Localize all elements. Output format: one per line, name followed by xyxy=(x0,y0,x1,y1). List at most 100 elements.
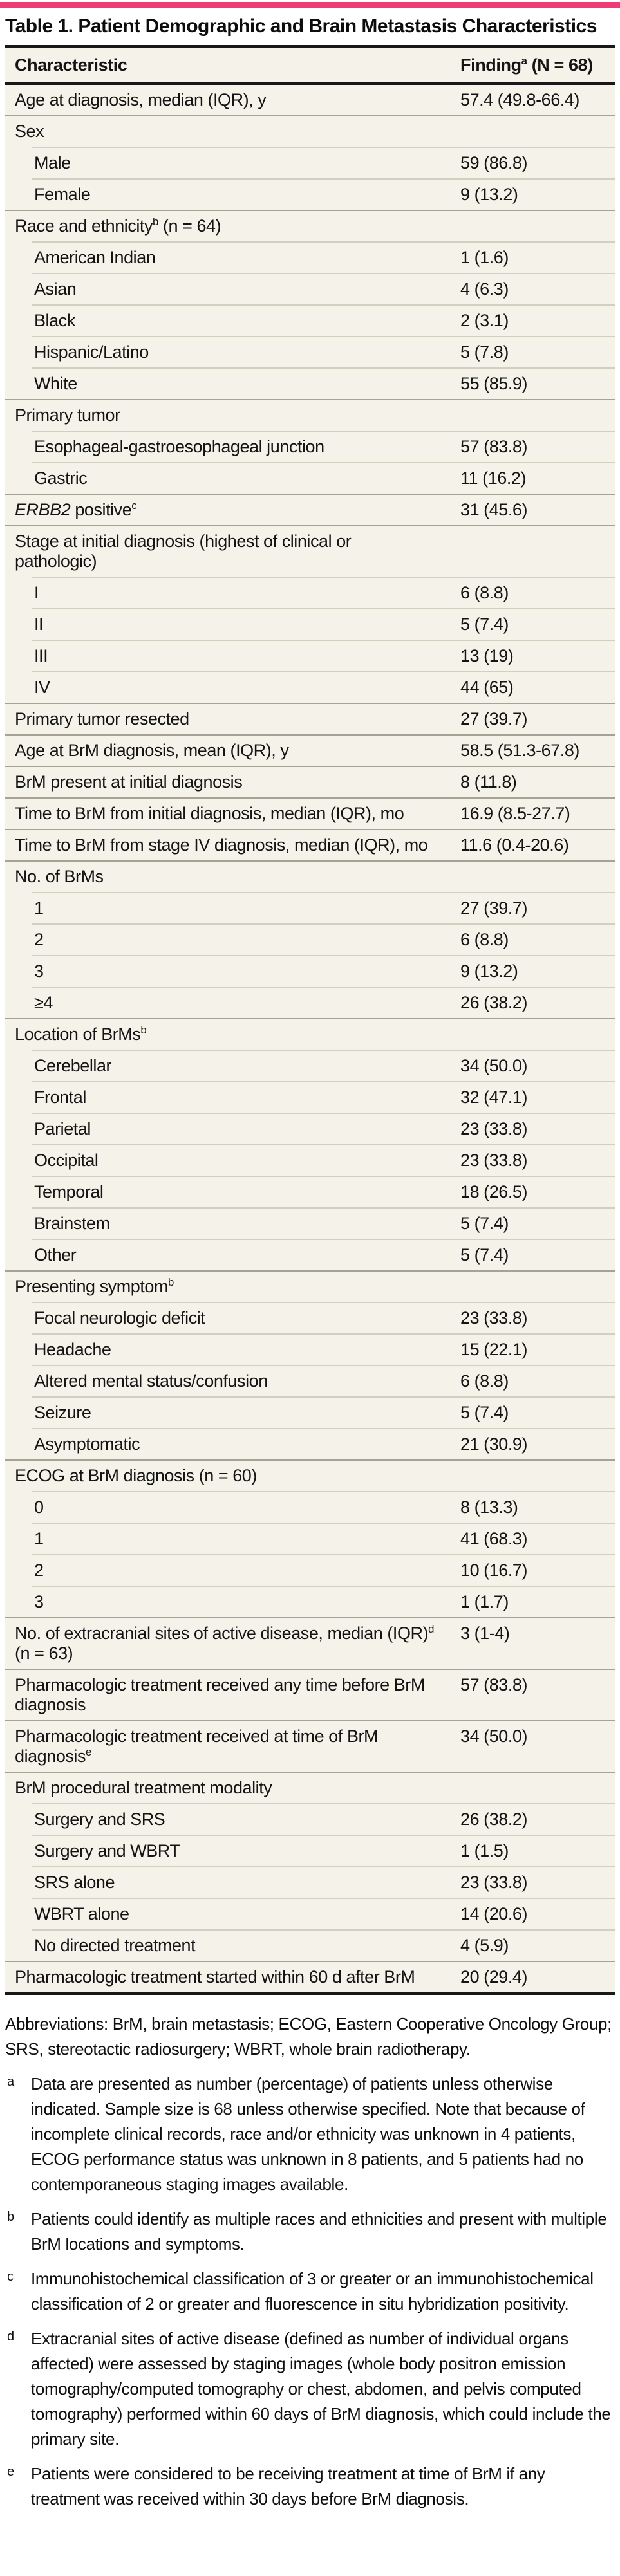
row-value: 4 (6.3) xyxy=(460,279,509,299)
row-label: II xyxy=(34,615,44,634)
table-row: Pharmacologic treatment received any tim… xyxy=(5,1670,615,1720)
footnote-item: e Patients were considered to be receivin… xyxy=(5,2461,615,2512)
table-row: I 6 (8.8) xyxy=(5,578,615,608)
footnote-item: b Patients could identify as multiple rac… xyxy=(5,2207,615,2257)
footnote-marker: a xyxy=(7,2075,14,2089)
row-value: 5 (7.4) xyxy=(460,1214,509,1233)
row-label: Focal neurologic deficit xyxy=(34,1308,205,1328)
row-label: Asymptomatic xyxy=(34,1434,140,1454)
table-section-row: Location of BrMsb xyxy=(5,1019,615,1050)
row-label: Sex xyxy=(15,122,44,141)
row-divider xyxy=(5,525,615,526)
table-row: Hispanic/Latino 5 (7.8) xyxy=(5,337,615,367)
row-value: 1 (1.6) xyxy=(460,248,509,267)
column-header-characteristic: Characteristic xyxy=(15,55,127,75)
row-divider xyxy=(32,1586,615,1587)
column-header-finding: Findinga (N = 68) xyxy=(460,55,593,75)
table-row: Black 2 (3.1) xyxy=(5,306,615,336)
table-row: No directed treatment 4 (5.9) xyxy=(5,1931,615,1961)
table-row: Cerebellar 34 (50.0) xyxy=(5,1051,615,1081)
row-label: Location of BrMsb xyxy=(15,1024,147,1044)
row-label: 1 xyxy=(34,898,44,918)
row-value: 9 (13.2) xyxy=(460,185,518,204)
row-value: 57 (83.8) xyxy=(460,1675,528,1694)
table-row: II 5 (7.4) xyxy=(5,609,615,640)
table-section-row: Presenting symptomb xyxy=(5,1272,615,1302)
row-divider xyxy=(32,1396,615,1398)
row-value: 34 (50.0) xyxy=(460,1056,528,1075)
row-divider xyxy=(5,829,615,830)
table-row: ≥4 26 (38.2) xyxy=(5,988,615,1018)
row-divider xyxy=(5,1617,615,1618)
row-value: 27 (39.7) xyxy=(460,709,528,728)
row-divider xyxy=(5,1669,615,1670)
row-label: ≥4 xyxy=(34,993,53,1012)
row-label: ERBB2 positivec xyxy=(15,499,137,519)
row-label: 1 xyxy=(34,1529,44,1548)
row-label: No. of BrMs xyxy=(15,867,104,886)
table-section-row: ECOG at BrM diagnosis (n = 60) xyxy=(5,1461,615,1491)
table-section-row: Stage at initial diagnosis (highest of c… xyxy=(5,526,615,577)
row-label: ECOG at BrM diagnosis (n = 60) xyxy=(15,1466,257,1485)
table-row: Surgery and SRS 26 (38.2) xyxy=(5,1804,615,1835)
table-row: White 55 (85.9) xyxy=(5,369,615,399)
row-divider xyxy=(32,273,615,274)
row-label: 3 xyxy=(34,961,44,981)
row-label: Pharmacologic treatment started within 6… xyxy=(15,1967,415,1987)
row-divider xyxy=(32,577,615,578)
row-value: 11.6 (0.4-20.6) xyxy=(460,835,569,855)
row-value: 26 (38.2) xyxy=(460,1810,528,1829)
table-row: American Indian 1 (1.6) xyxy=(5,243,615,273)
table-row: Pharmacologic treatment received at time… xyxy=(5,1721,615,1772)
row-divider xyxy=(32,1081,615,1082)
row-value: 8 (11.8) xyxy=(460,772,517,792)
table-row: Seizure 5 (7.4) xyxy=(5,1398,615,1428)
row-divider xyxy=(32,304,615,306)
table-row: Time to BrM from stage IV diagnosis, med… xyxy=(5,830,615,860)
table-row: BrM present at initial diagnosis 8 (11.8) xyxy=(5,767,615,797)
footnote-marker: e xyxy=(7,2465,14,2479)
table-row: Parietal 23 (33.8) xyxy=(5,1114,615,1144)
table-row: Male 59 (86.8) xyxy=(5,148,615,178)
row-label: No. of extracranial sites of active dise… xyxy=(15,1623,434,1663)
footnote-text: Data are presented as number (percentage… xyxy=(31,2074,585,2194)
row-value: 34 (50.0) xyxy=(460,1727,528,1746)
row-value: 23 (33.8) xyxy=(460,1873,528,1892)
table-row: SRS alone 23 (33.8) xyxy=(5,1867,615,1898)
row-divider xyxy=(5,399,615,400)
row-value: 9 (13.2) xyxy=(460,961,518,981)
table-row: ERBB2 positivec 31 (45.6) xyxy=(5,495,615,525)
row-divider xyxy=(32,987,615,988)
row-divider xyxy=(32,1365,615,1366)
row-value: 6 (8.8) xyxy=(460,1371,509,1391)
row-label: Cerebellar xyxy=(34,1056,112,1075)
row-divider xyxy=(32,147,615,148)
table-title: Table 1. Patient Demographic and Brain M… xyxy=(5,15,597,37)
table-section-row: Primary tumor xyxy=(5,400,615,431)
row-divider xyxy=(5,1018,615,1019)
row-value: 27 (39.7) xyxy=(460,898,528,918)
footnote-marker: b xyxy=(7,2210,14,2224)
row-label: BrM present at initial diagnosis xyxy=(15,772,243,792)
row-label: White xyxy=(34,374,77,393)
table-row: Altered mental status/confusion 6 (8.8) xyxy=(5,1366,615,1396)
row-value: 21 (30.9) xyxy=(460,1434,528,1454)
table-row: Asymptomatic 21 (30.9) xyxy=(5,1429,615,1459)
row-divider xyxy=(32,241,615,243)
table-row: Primary tumor resected 27 (39.7) xyxy=(5,704,615,734)
row-divider xyxy=(32,178,615,180)
row-value: 5 (7.4) xyxy=(460,615,509,634)
row-divider xyxy=(32,1523,615,1524)
row-label: IV xyxy=(34,678,50,697)
row-divider xyxy=(32,892,615,893)
row-divider xyxy=(32,1929,615,1931)
row-value: 59 (86.8) xyxy=(460,153,528,172)
footnote-text: Patients could identify as multiple race… xyxy=(31,2209,607,2254)
row-label: Temporal xyxy=(34,1182,104,1201)
row-divider xyxy=(32,923,615,925)
table-row: Female 9 (13.2) xyxy=(5,180,615,210)
table-section-row: Sex xyxy=(5,116,615,147)
footnote-text: Patients were considered to be receiving… xyxy=(31,2464,545,2508)
row-divider xyxy=(32,367,615,369)
table-section-row: No. of BrMs xyxy=(5,862,615,892)
